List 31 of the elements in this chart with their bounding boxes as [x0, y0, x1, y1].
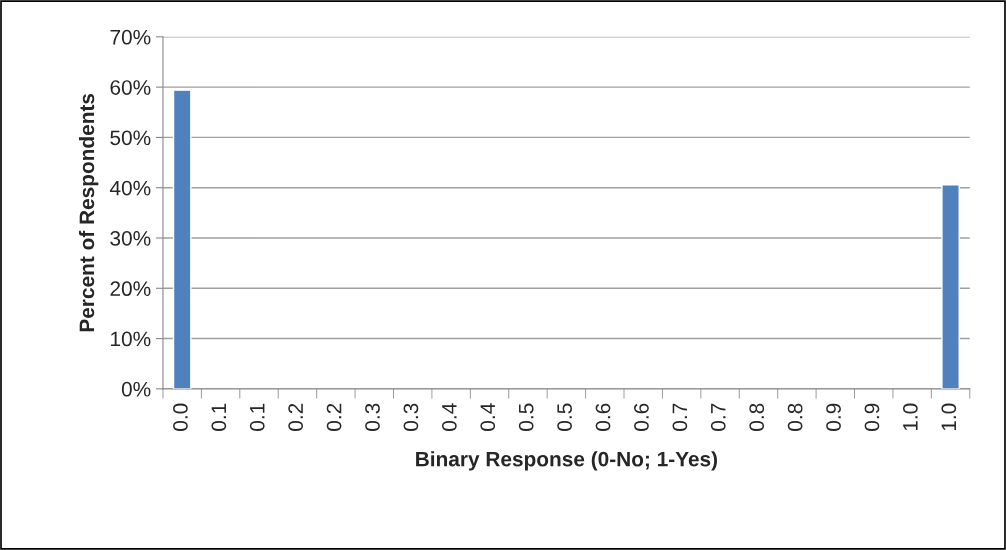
x-tick-label: 1.0 — [941, 403, 957, 431]
x-tick-label: 0.8 — [787, 403, 803, 431]
x-tick-label: 0.3 — [403, 403, 419, 431]
x-tick-label: 0.6 — [634, 403, 649, 431]
y-tick-label: 70% — [110, 29, 151, 45]
y-tick-label: 60% — [110, 80, 151, 95]
x-tick-label: 0.8 — [749, 403, 765, 431]
x-tick-label: 0.5 — [557, 403, 572, 431]
x-tick-label: 1.0 — [902, 403, 918, 431]
y-tick-label: 20% — [110, 281, 151, 297]
y-tick-label: 40% — [109, 180, 151, 196]
x-tick-label: 0.0 — [173, 403, 188, 431]
y-tick-label: 0% — [121, 381, 151, 397]
x-tick-label: 0.4 — [480, 403, 496, 431]
y-tick-label: 50% — [110, 130, 151, 146]
y-axis-title: Percent of Respondents — [78, 93, 99, 332]
x-tick-label: 0.2 — [288, 403, 304, 431]
x-tick-label: 0.9 — [864, 403, 880, 431]
x-tick-label: 0.5 — [518, 403, 534, 431]
x-tick-label: 0.1 — [249, 403, 265, 431]
x-tick-label: 0.2 — [326, 403, 342, 431]
x-tick-label: 0.9 — [826, 403, 841, 431]
x-tick-label: 0.6 — [595, 403, 611, 431]
y-tick-label: 30% — [110, 230, 151, 246]
x-tick-label: 0.4 — [441, 403, 457, 431]
x-tick-label: 0.7 — [710, 403, 726, 431]
x-tick-label: 0.7 — [672, 403, 688, 431]
x-tick-label: 0.1 — [211, 403, 227, 431]
y-tick-label: 10% — [111, 331, 151, 347]
x-tick-label: 0.3 — [365, 403, 380, 431]
x-axis-title: Binary Response (0-No; 1-Yes) — [416, 451, 718, 471]
